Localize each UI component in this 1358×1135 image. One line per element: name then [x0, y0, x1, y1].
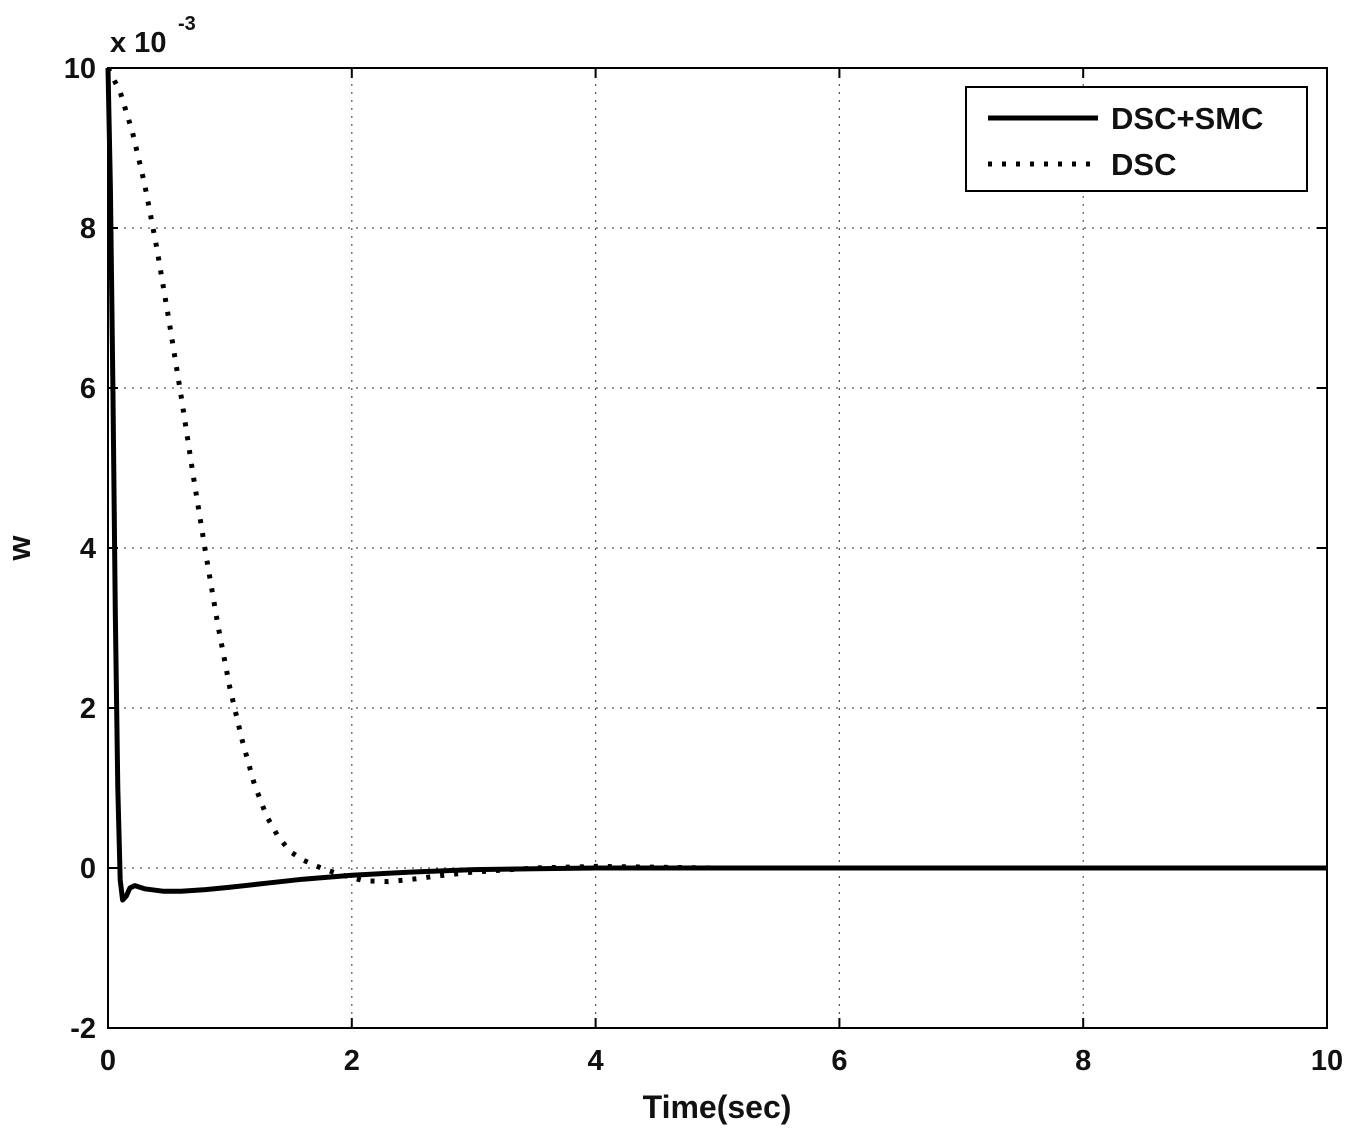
- x-tick-label: 0: [100, 1045, 116, 1077]
- y-multiplier-exponent: -3: [178, 13, 196, 35]
- x-tick-label: 8: [1075, 1045, 1091, 1077]
- y-tick-label: 4: [80, 533, 96, 565]
- y-tick-label: 6: [80, 373, 96, 405]
- x-axis-label: Time(sec): [643, 1089, 792, 1125]
- y-tick-label: 8: [80, 213, 96, 245]
- legend: DSC+SMC DSC: [966, 87, 1307, 191]
- y-axis-label: w: [1, 535, 37, 561]
- x-tick-label: 4: [588, 1045, 604, 1077]
- y-tick-label: -2: [70, 1013, 96, 1045]
- x-tick-label: 2: [344, 1045, 360, 1077]
- legend-label-dsc-smc: DSC+SMC: [1111, 101, 1263, 136]
- y-multiplier-base: x 10: [110, 27, 166, 59]
- y-tick-label: 10: [64, 53, 96, 85]
- x-tick-label: 10: [1311, 1045, 1343, 1077]
- legend-label-dsc: DSC: [1111, 147, 1176, 182]
- y-tick-label: 2: [80, 693, 96, 725]
- y-tick-label: 0: [80, 853, 96, 885]
- x-tick-label: 6: [831, 1045, 847, 1077]
